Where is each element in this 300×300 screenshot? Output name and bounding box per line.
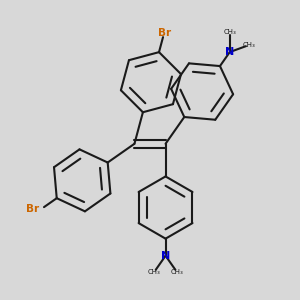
Text: CH₃: CH₃ [242,42,255,48]
Text: CH₃: CH₃ [171,269,184,275]
Text: Br: Br [26,204,39,214]
Text: N: N [161,251,170,261]
Text: N: N [225,47,234,57]
Text: CH₃: CH₃ [148,269,160,275]
Text: CH₃: CH₃ [224,29,236,35]
Text: Br: Br [158,28,171,38]
